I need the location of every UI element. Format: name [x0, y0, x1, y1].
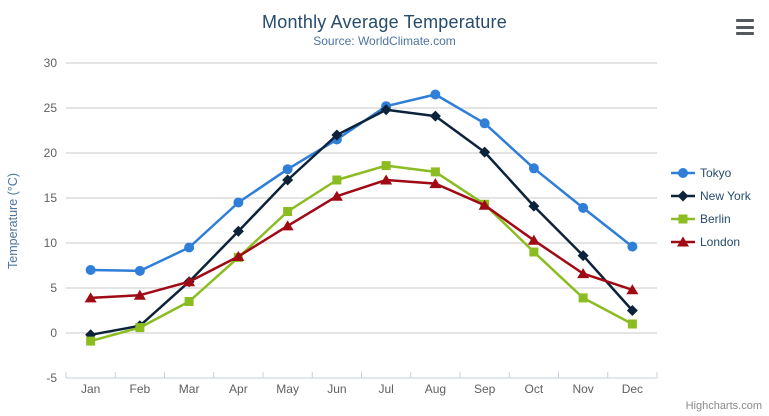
- series-marker-tokyo[interactable]: [430, 89, 441, 100]
- series-marker-tokyo[interactable]: [627, 241, 638, 252]
- legend-item-berlin[interactable]: Berlin: [671, 207, 751, 230]
- series-marker-tokyo[interactable]: [282, 164, 293, 175]
- x-axis-label: Jul: [378, 382, 393, 396]
- series-marker-berlin[interactable]: [578, 293, 588, 303]
- series-marker-london[interactable]: [577, 268, 590, 279]
- series-marker-tokyo[interactable]: [479, 118, 490, 129]
- x-axis-label: Feb: [130, 382, 151, 396]
- series-marker-new-york[interactable]: [577, 250, 589, 262]
- series-marker-london[interactable]: [527, 234, 540, 245]
- x-axis-label: Aug: [425, 382, 446, 396]
- series-marker-london[interactable]: [478, 199, 491, 210]
- chart-title: Monthly Average Temperature: [262, 12, 507, 32]
- y-axis-label: 20: [44, 146, 58, 160]
- series-marker-london[interactable]: [84, 292, 97, 303]
- x-axis-label: Jun: [327, 382, 346, 396]
- series-marker-new-york[interactable]: [479, 146, 491, 158]
- series-marker-berlin[interactable]: [184, 297, 194, 306]
- hamburger-menu-icon[interactable]: [736, 18, 756, 36]
- series-marker-new-york[interactable]: [429, 110, 441, 122]
- series-marker-berlin[interactable]: [529, 247, 539, 257]
- x-axis-label: Mar: [179, 382, 200, 396]
- chart-subtitle: Source: WorldClimate.com: [313, 34, 456, 48]
- legend-item-london[interactable]: London: [671, 230, 751, 253]
- y-axis-label: 30: [44, 56, 58, 70]
- legend-label: New York: [700, 188, 751, 203]
- series-marker-london[interactable]: [380, 174, 393, 185]
- legend-marker-circle-icon: [671, 167, 695, 178]
- hamburger-bar: [736, 19, 754, 22]
- legend: Tokyo New York Berlin London: [671, 161, 751, 253]
- y-axis-label: 0: [50, 326, 57, 340]
- legend-item-tokyo[interactable]: Tokyo: [671, 161, 751, 184]
- hamburger-bar: [736, 32, 754, 35]
- legend-marker-triangle-icon: [671, 236, 695, 246]
- series-marker-tokyo[interactable]: [85, 265, 96, 275]
- series-marker-berlin[interactable]: [381, 161, 391, 171]
- series-marker-berlin[interactable]: [135, 323, 145, 333]
- hamburger-bar: [736, 25, 754, 29]
- y-axis-label: -5: [46, 371, 57, 385]
- series-marker-berlin[interactable]: [332, 175, 342, 185]
- y-axis-label: 15: [44, 191, 58, 205]
- series-marker-london[interactable]: [626, 284, 639, 295]
- series-marker-london[interactable]: [133, 289, 146, 300]
- x-axis-label: Dec: [622, 382, 643, 396]
- series-marker-new-york[interactable]: [380, 104, 392, 116]
- series-line-new-york[interactable]: [89, 108, 634, 337]
- series-line-london[interactable]: [89, 178, 634, 300]
- series-marker-new-york[interactable]: [528, 200, 540, 212]
- legend-marker-square-icon: [671, 214, 695, 223]
- x-axis-label: Nov: [572, 382, 593, 396]
- series-marker-tokyo[interactable]: [528, 163, 539, 174]
- legend-label: London: [700, 234, 741, 249]
- series-marker-new-york[interactable]: [232, 225, 244, 237]
- series-marker-london[interactable]: [429, 178, 442, 189]
- x-axis-label: May: [276, 382, 299, 396]
- x-axis-label: Jan: [81, 382, 100, 396]
- series-marker-new-york[interactable]: [331, 129, 343, 141]
- y-axis-label: 25: [44, 101, 58, 115]
- series-marker-berlin[interactable]: [86, 336, 96, 346]
- series-marker-tokyo[interactable]: [184, 242, 195, 253]
- series-marker-new-york[interactable]: [626, 305, 638, 316]
- legend-item-new-york[interactable]: New York: [671, 184, 751, 207]
- legend-label: Tokyo: [700, 165, 732, 180]
- y-axis-label: 5: [50, 281, 57, 295]
- legend-marker-diamond-icon: [671, 190, 695, 201]
- series-marker-berlin[interactable]: [430, 167, 440, 177]
- series-marker-tokyo[interactable]: [134, 265, 145, 276]
- x-axis-label: Oct: [525, 382, 544, 396]
- series-marker-new-york[interactable]: [282, 174, 294, 186]
- credits-link[interactable]: Highcharts.com: [685, 400, 762, 412]
- legend-label: Berlin: [700, 211, 731, 226]
- x-axis-label: Apr: [229, 382, 248, 396]
- series-marker-london[interactable]: [232, 251, 245, 261]
- series-marker-tokyo[interactable]: [233, 197, 244, 208]
- series-line-tokyo[interactable]: [89, 93, 634, 273]
- series-marker-london[interactable]: [330, 190, 343, 201]
- series-marker-london[interactable]: [281, 220, 294, 231]
- x-axis-label: Sep: [474, 382, 496, 396]
- series-marker-tokyo[interactable]: [578, 202, 589, 213]
- series-line-berlin[interactable]: [89, 164, 634, 343]
- series-marker-london[interactable]: [183, 276, 196, 287]
- series-marker-berlin[interactable]: [627, 319, 637, 329]
- series-marker-berlin[interactable]: [283, 207, 293, 216]
- y-axis-label: 10: [44, 236, 58, 250]
